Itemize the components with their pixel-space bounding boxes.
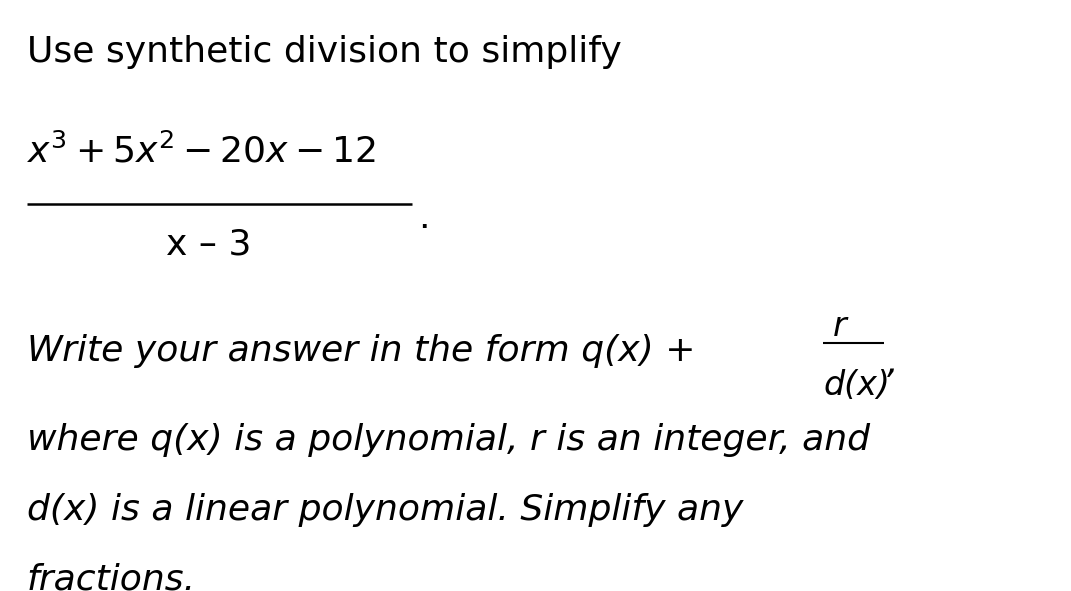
Text: d(x): d(x): [824, 369, 890, 402]
Text: where q(x) is a polynomial, r is an integer, and: where q(x) is a polynomial, r is an inte…: [27, 423, 870, 457]
Text: fractions.: fractions.: [27, 563, 196, 591]
Text: d(x) is a linear polynomial. Simplify any: d(x) is a linear polynomial. Simplify an…: [27, 493, 743, 528]
Text: Write your answer in the form q(x) +: Write your answer in the form q(x) +: [27, 334, 707, 368]
Text: Use synthetic division to simplify: Use synthetic division to simplify: [27, 35, 621, 70]
Text: x – 3: x – 3: [166, 228, 252, 262]
Text: r: r: [833, 310, 847, 343]
Text: .: .: [418, 201, 429, 235]
Text: ,: ,: [887, 346, 899, 380]
Text: $x^3 + 5x^2 - 20x - 12$: $x^3 + 5x^2 - 20x - 12$: [27, 133, 376, 169]
